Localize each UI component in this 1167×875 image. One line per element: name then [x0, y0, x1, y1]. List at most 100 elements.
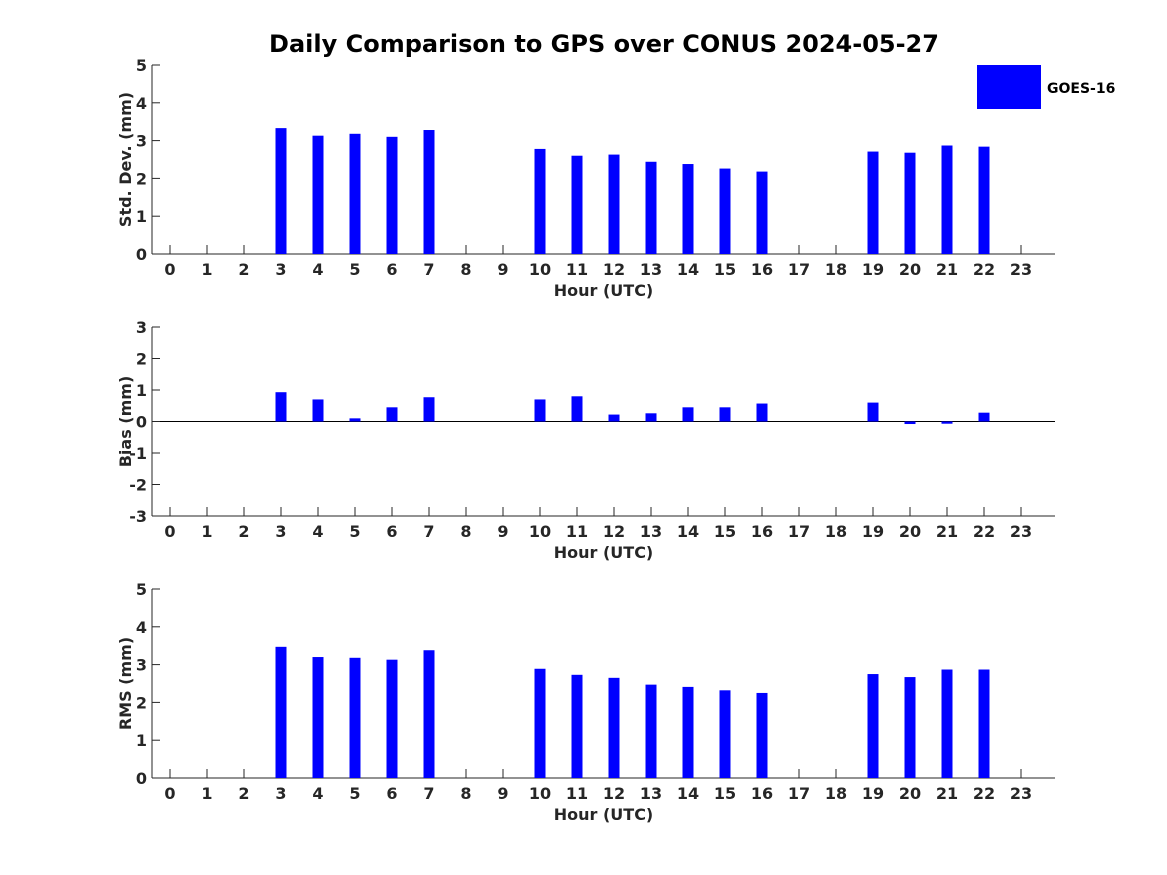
x-tick-label: 0	[164, 784, 175, 803]
bar-std-dev-hour-14	[682, 164, 694, 254]
x-tick-label: 5	[349, 260, 360, 279]
x-tick-label: 8	[460, 522, 471, 541]
bar-bias-hour-3	[275, 392, 287, 422]
y-tick-label: 2	[136, 350, 147, 369]
y-axis-label: Std. Dev. (mm)	[116, 92, 135, 227]
x-tick-label: 14	[677, 784, 699, 803]
x-tick-label: 10	[529, 784, 551, 803]
x-tick-label: 14	[677, 260, 699, 279]
x-tick-label: 7	[423, 784, 434, 803]
bar-rms-hour-20	[904, 677, 916, 778]
x-tick-label: 15	[714, 260, 736, 279]
y-tick-label: 1	[136, 381, 147, 400]
x-tick-label: 23	[1010, 784, 1032, 803]
bar-std-dev-hour-10	[534, 148, 546, 254]
x-tick-label: 22	[973, 260, 995, 279]
y-tick-label: 1	[136, 207, 147, 226]
bar-bias-hour-10	[534, 399, 546, 422]
bar-rms-hour-3	[275, 646, 287, 778]
y-tick-label: 0	[136, 413, 147, 432]
x-tick-label: 12	[603, 522, 625, 541]
y-tick-label: 4	[136, 618, 147, 637]
bar-std-dev-hour-6	[386, 136, 398, 254]
bar-std-dev-hour-12	[608, 154, 620, 254]
x-tick-label: 9	[497, 522, 508, 541]
x-axis-label: Hour (UTC)	[554, 805, 654, 824]
x-tick-label: 20	[899, 784, 921, 803]
bar-bias-hour-13	[645, 413, 657, 422]
y-axis-label: RMS (mm)	[116, 637, 135, 730]
x-tick-label: 1	[201, 784, 212, 803]
x-tick-label: 3	[275, 522, 286, 541]
x-tick-label: 5	[349, 522, 360, 541]
y-tick-label: -1	[129, 444, 147, 463]
x-tick-label: 1	[201, 522, 212, 541]
bar-std-dev-hour-19	[867, 151, 879, 254]
bar-rms-hour-6	[386, 659, 398, 778]
x-tick-label: 7	[423, 260, 434, 279]
y-tick-label: 0	[136, 245, 147, 264]
x-tick-label: 0	[164, 522, 175, 541]
bar-std-dev-hour-11	[571, 155, 583, 254]
x-tick-label: 13	[640, 522, 662, 541]
bar-bias-hour-7	[423, 397, 435, 422]
bar-std-dev-hour-5	[349, 133, 361, 254]
legend: GOES-16	[977, 65, 1115, 109]
bar-bias-hour-16	[756, 403, 768, 422]
x-tick-label: 19	[862, 522, 884, 541]
legend-swatch	[977, 65, 1041, 109]
bar-rms-hour-19	[867, 674, 879, 778]
bar-rms-hour-12	[608, 677, 620, 778]
x-tick-label: 21	[936, 522, 958, 541]
x-tick-label: 3	[275, 260, 286, 279]
bar-rms-hour-10	[534, 668, 546, 778]
x-tick-label: 19	[862, 784, 884, 803]
bar-std-dev-hour-3	[275, 128, 287, 254]
x-tick-label: 2	[238, 522, 249, 541]
x-tick-label: 4	[312, 522, 323, 541]
x-tick-label: 2	[238, 784, 249, 803]
x-tick-label: 13	[640, 260, 662, 279]
x-tick-label: 22	[973, 784, 995, 803]
y-tick-label: 3	[136, 318, 147, 337]
y-tick-label: 5	[136, 56, 147, 75]
bar-std-dev-hour-21	[941, 145, 953, 254]
x-tick-label: 18	[825, 522, 847, 541]
x-tick-label: 11	[566, 260, 588, 279]
y-tick-label: 0	[136, 769, 147, 788]
x-tick-label: 18	[825, 260, 847, 279]
x-tick-label: 18	[825, 784, 847, 803]
x-tick-label: 5	[349, 784, 360, 803]
x-tick-label: 10	[529, 260, 551, 279]
y-tick-label: -2	[129, 476, 147, 495]
bar-std-dev-hour-4	[312, 135, 324, 254]
x-tick-label: 12	[603, 260, 625, 279]
y-tick-label: 2	[136, 169, 147, 188]
x-tick-label: 6	[386, 784, 397, 803]
y-tick-label: 5	[136, 580, 147, 599]
bar-rms-hour-15	[719, 690, 731, 778]
chart-title: Daily Comparison to GPS over CONUS 2024-…	[269, 30, 939, 58]
bar-bias-hour-11	[571, 396, 583, 422]
bar-rms-hour-22	[978, 669, 990, 778]
x-tick-label: 10	[529, 522, 551, 541]
x-tick-label: 7	[423, 522, 434, 541]
x-tick-label: 21	[936, 784, 958, 803]
x-tick-label: 8	[460, 260, 471, 279]
bar-bias-hour-4	[312, 399, 324, 422]
x-tick-label: 3	[275, 784, 286, 803]
x-tick-label: 17	[788, 260, 810, 279]
bar-std-dev-hour-22	[978, 146, 990, 254]
y-tick-label: -3	[129, 507, 147, 526]
bar-rms-hour-14	[682, 686, 694, 778]
bar-bias-hour-6	[386, 407, 398, 422]
x-tick-label: 6	[386, 260, 397, 279]
bar-rms-hour-16	[756, 692, 768, 778]
x-tick-label: 23	[1010, 522, 1032, 541]
bar-rms-hour-13	[645, 684, 657, 778]
x-tick-label: 16	[751, 784, 773, 803]
x-tick-label: 20	[899, 522, 921, 541]
